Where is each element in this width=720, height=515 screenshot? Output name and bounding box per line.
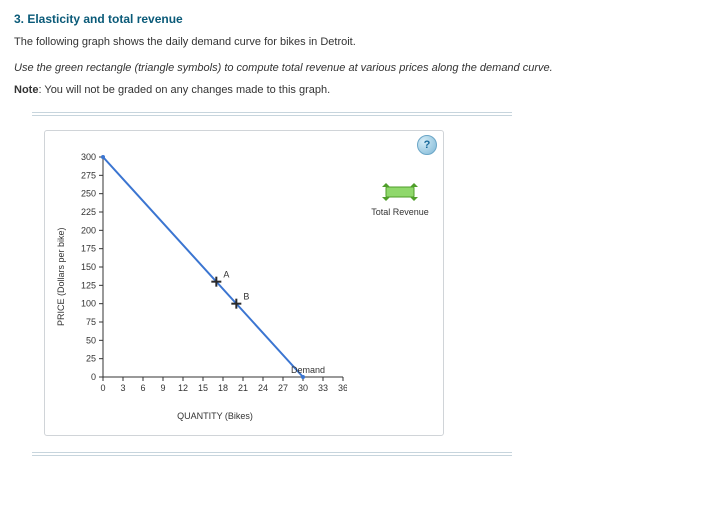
chart-panel: ? Total Revenue PRICE (Dollars per bike)…: [44, 130, 444, 436]
svg-text:0: 0: [91, 372, 96, 382]
demand-chart[interactable]: 0255075100125150175200225250275300036912…: [67, 147, 347, 407]
svg-text:100: 100: [81, 299, 96, 309]
svg-text:21: 21: [238, 383, 248, 393]
note-bold: Note: [14, 84, 38, 96]
svg-text:12: 12: [178, 383, 188, 393]
svg-text:25: 25: [86, 354, 96, 364]
help-button[interactable]: ?: [417, 135, 437, 155]
svg-text:275: 275: [81, 170, 96, 180]
svg-text:175: 175: [81, 244, 96, 254]
divider-top: [32, 112, 512, 116]
svg-text:27: 27: [278, 383, 288, 393]
svg-text:Demand: Demand: [291, 365, 325, 375]
svg-text:250: 250: [81, 189, 96, 199]
svg-text:33: 33: [318, 383, 328, 393]
svg-text:A: A: [223, 270, 229, 280]
svg-text:75: 75: [86, 317, 96, 327]
svg-text:B: B: [243, 292, 249, 302]
svg-text:9: 9: [160, 383, 165, 393]
legend-rectangle-icon: [380, 181, 420, 203]
legend-total-revenue[interactable]: Total Revenue: [365, 181, 435, 217]
x-axis-label: QUANTITY (Bikes): [95, 411, 335, 421]
svg-text:6: 6: [140, 383, 145, 393]
svg-text:50: 50: [86, 335, 96, 345]
svg-text:225: 225: [81, 207, 96, 217]
svg-text:125: 125: [81, 280, 96, 290]
note-text: Note: You will not be graded on any chan…: [14, 84, 706, 96]
divider-bottom: [32, 452, 512, 456]
svg-text:3: 3: [120, 383, 125, 393]
svg-text:36: 36: [338, 383, 347, 393]
svg-text:18: 18: [218, 383, 228, 393]
svg-text:15: 15: [198, 383, 208, 393]
svg-text:200: 200: [81, 225, 96, 235]
svg-text:0: 0: [100, 383, 105, 393]
legend-label: Total Revenue: [365, 207, 435, 217]
svg-text:30: 30: [298, 383, 308, 393]
note-body: : You will not be graded on any changes …: [38, 84, 330, 96]
help-icon: ?: [424, 139, 431, 151]
y-axis-label: PRICE (Dollars per bike): [55, 147, 67, 407]
instruction-text: Use the green rectangle (triangle symbol…: [14, 62, 706, 74]
svg-text:300: 300: [81, 152, 96, 162]
description-text: The following graph shows the daily dema…: [14, 36, 706, 48]
section-heading: 3. Elasticity and total revenue: [14, 12, 706, 26]
svg-text:150: 150: [81, 262, 96, 272]
svg-text:24: 24: [258, 383, 268, 393]
